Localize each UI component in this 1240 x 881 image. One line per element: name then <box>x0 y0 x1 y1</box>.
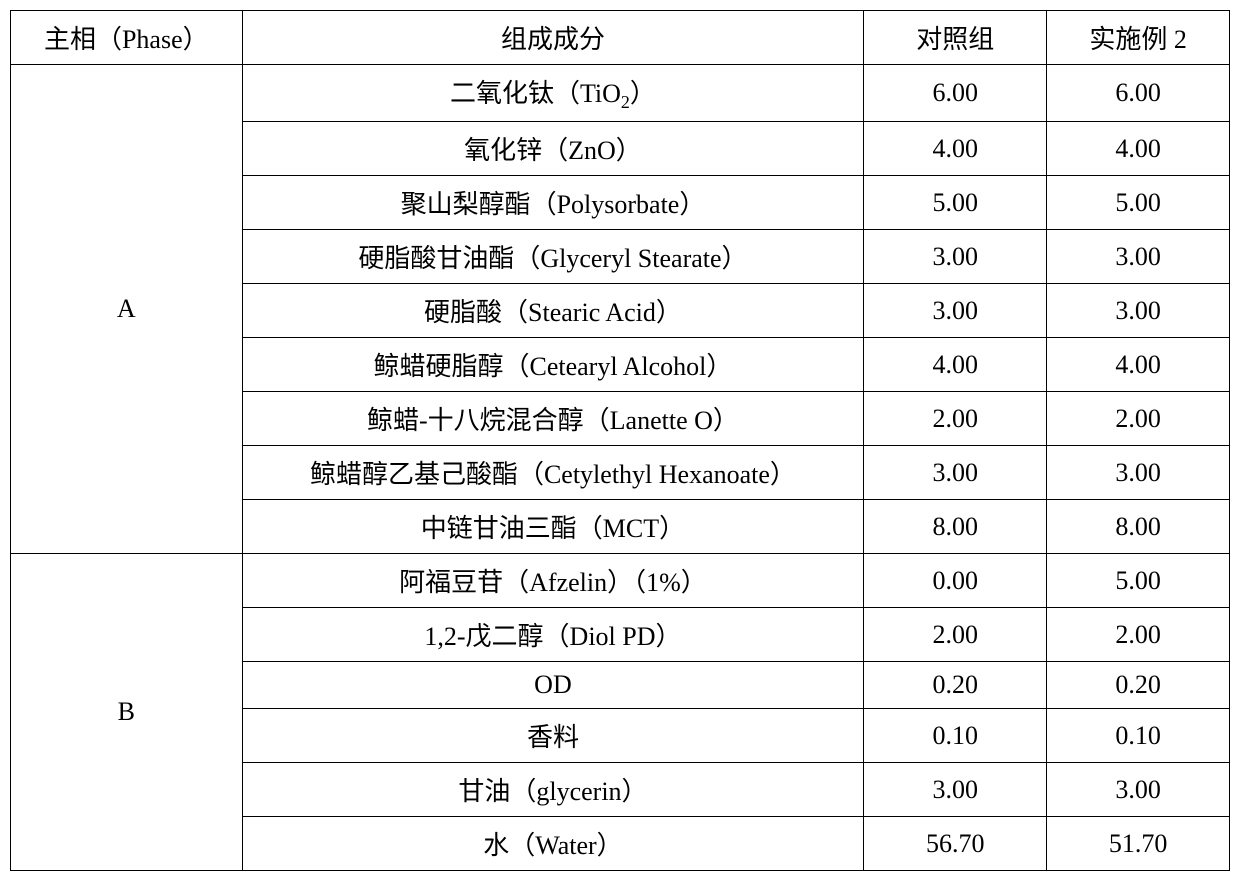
ingredient-cell: 鲸蜡-十八烷混合醇（Lanette O） <box>242 392 864 446</box>
control-cell: 6.00 <box>864 65 1047 122</box>
control-cell: 0.10 <box>864 709 1047 763</box>
ingredient-cell: 水（Water） <box>242 817 864 871</box>
example-cell: 0.10 <box>1047 709 1230 763</box>
control-cell: 4.00 <box>864 122 1047 176</box>
ingredient-cell: 聚山梨醇酯（Polysorbate） <box>242 176 864 230</box>
header-example: 实施例 2 <box>1047 11 1230 65</box>
ingredient-cell: 硬脂酸（Stearic Acid） <box>242 284 864 338</box>
control-cell: 56.70 <box>864 817 1047 871</box>
table-row: A 二氧化钛（TiO2） 6.00 6.00 <box>11 65 1230 122</box>
example-cell: 0.20 <box>1047 662 1230 709</box>
example-cell: 3.00 <box>1047 763 1230 817</box>
ingredient-cell: 1,2-戊二醇（Diol PD） <box>242 608 864 662</box>
ingredient-cell: 硬脂酸甘油酯（Glyceryl Stearate） <box>242 230 864 284</box>
ingredient-cell: 二氧化钛（TiO2） <box>242 65 864 122</box>
ingredient-cell: OD <box>242 662 864 709</box>
example-cell: 2.00 <box>1047 608 1230 662</box>
example-cell: 3.00 <box>1047 230 1230 284</box>
ingredient-cell: 氧化锌（ZnO） <box>242 122 864 176</box>
header-control: 对照组 <box>864 11 1047 65</box>
example-cell: 4.00 <box>1047 338 1230 392</box>
ingredient-cell: 中链甘油三酯（MCT） <box>242 500 864 554</box>
control-cell: 0.00 <box>864 554 1047 608</box>
control-cell: 5.00 <box>864 176 1047 230</box>
control-cell: 2.00 <box>864 392 1047 446</box>
ingredient-cell: 鲸蜡硬脂醇（Cetearyl Alcohol） <box>242 338 864 392</box>
control-cell: 2.00 <box>864 608 1047 662</box>
example-cell: 5.00 <box>1047 176 1230 230</box>
control-cell: 3.00 <box>864 763 1047 817</box>
example-cell: 8.00 <box>1047 500 1230 554</box>
control-cell: 8.00 <box>864 500 1047 554</box>
phase-a-cell: A <box>11 65 243 554</box>
control-cell: 4.00 <box>864 338 1047 392</box>
example-cell: 51.70 <box>1047 817 1230 871</box>
control-cell: 3.00 <box>864 230 1047 284</box>
ingredient-cell: 香料 <box>242 709 864 763</box>
example-cell: 6.00 <box>1047 65 1230 122</box>
ingredient-cell: 甘油（glycerin） <box>242 763 864 817</box>
header-row: 主相（Phase） 组成成分 对照组 实施例 2 <box>11 11 1230 65</box>
example-cell: 2.00 <box>1047 392 1230 446</box>
composition-table: 主相（Phase） 组成成分 对照组 实施例 2 A 二氧化钛（TiO2） 6.… <box>10 10 1230 871</box>
ingredient-cell: 阿福豆苷（Afzelin）（1%） <box>242 554 864 608</box>
control-cell: 0.20 <box>864 662 1047 709</box>
table-body: A 二氧化钛（TiO2） 6.00 6.00 氧化锌（ZnO） 4.00 4.0… <box>11 65 1230 871</box>
table-row: B 阿福豆苷（Afzelin）（1%） 0.00 5.00 <box>11 554 1230 608</box>
phase-b-cell: B <box>11 554 243 871</box>
example-cell: 5.00 <box>1047 554 1230 608</box>
header-ingredient: 组成成分 <box>242 11 864 65</box>
example-cell: 3.00 <box>1047 284 1230 338</box>
ingredient-cell: 鲸蜡醇乙基己酸酯（Cetylethyl Hexanoate） <box>242 446 864 500</box>
example-cell: 4.00 <box>1047 122 1230 176</box>
example-cell: 3.00 <box>1047 446 1230 500</box>
control-cell: 3.00 <box>864 446 1047 500</box>
header-phase: 主相（Phase） <box>11 11 243 65</box>
control-cell: 3.00 <box>864 284 1047 338</box>
